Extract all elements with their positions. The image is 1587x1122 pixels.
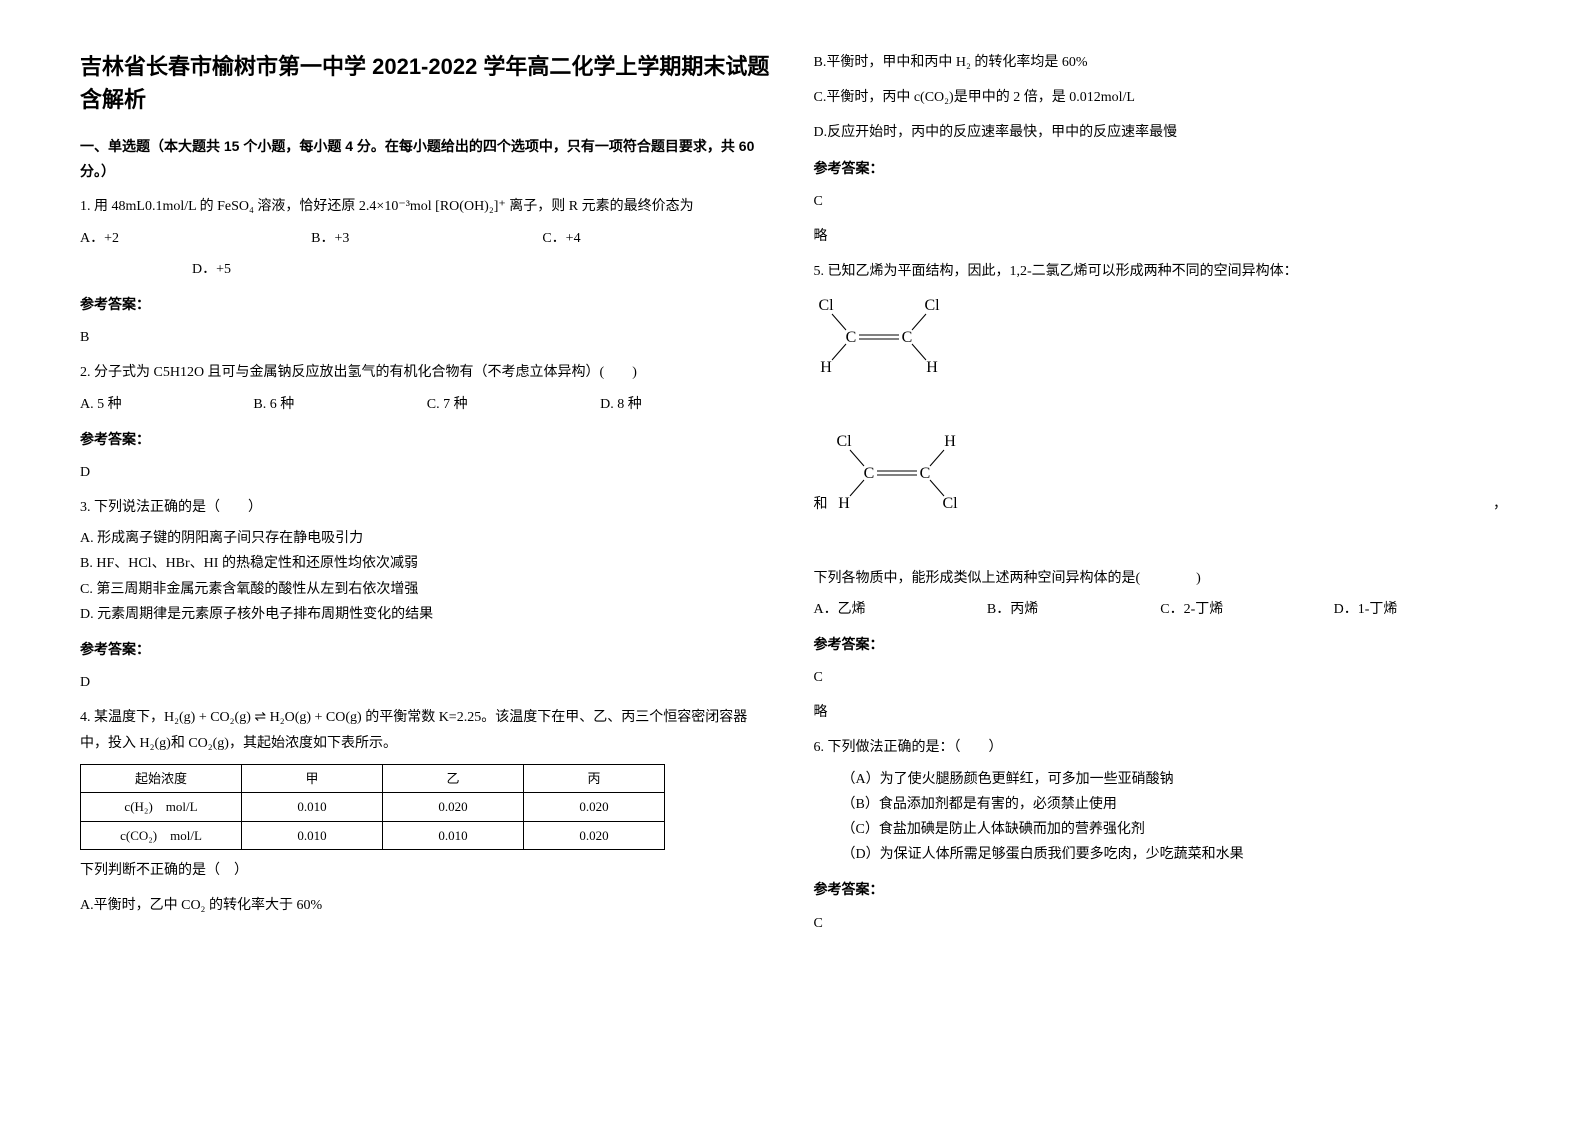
q5-comma: ， bbox=[962, 492, 1508, 517]
q2-answer-label: 参考答案： bbox=[80, 427, 774, 452]
question-4-text: 4. 某温度下，H₂(g) + CO₂(g) ⇌ H₂O(g) + CO(g) … bbox=[80, 705, 774, 755]
table-row: c(H₂) mol/L 0.010 0.020 0.020 bbox=[81, 793, 665, 821]
q6-answer-label: 参考答案： bbox=[814, 877, 1508, 902]
td: c(CO₂) mol/L bbox=[81, 821, 242, 849]
td: 0.010 bbox=[242, 793, 383, 821]
question-1-text: 1. 用 48mL0.1mol/L 的 FeSO₄ 溶液，恰好还原 2.4×10… bbox=[80, 194, 774, 219]
question-6-text: 6. 下列做法正确的是：（ ） bbox=[814, 735, 1508, 760]
question-1-options-row2: D．+5 bbox=[80, 257, 774, 282]
q2-option-a: A. 5 种 bbox=[80, 392, 253, 417]
td: 0.020 bbox=[524, 793, 665, 821]
q5-answer-2: 略 bbox=[814, 700, 1508, 725]
th-0: 起始浓度 bbox=[81, 764, 242, 792]
q5-option-b: B．丙烯 bbox=[987, 597, 1160, 622]
svg-text:H: H bbox=[926, 359, 938, 376]
q3-option-c: C. 第三周期非金属元素含氧酸的酸性从左到右依次增强 bbox=[80, 577, 774, 602]
q5-answer-label: 参考答案： bbox=[814, 632, 1508, 657]
q3-answer-label: 参考答案： bbox=[80, 637, 774, 662]
document-title: 吉林省长春市榆树市第一中学 2021-2022 学年高二化学上学期期末试题含解析 bbox=[80, 50, 774, 116]
q4-option-c: C.平衡时，丙中 c(CO₂)是甲中的 2 倍，是 0.012mol/L bbox=[814, 85, 1508, 110]
q3-answer: D bbox=[80, 670, 774, 695]
question-2-text: 2. 分子式为 C5H12O 且可与金属钠反应放出氢气的有机化合物有（不考虑立体… bbox=[80, 360, 774, 385]
svg-text:Cl: Cl bbox=[836, 433, 852, 450]
q1-option-d: D．+5 bbox=[192, 262, 231, 277]
q3-option-d: D. 元素周期律是元素原子核外电子排布周期性变化的结果 bbox=[80, 602, 774, 627]
q5-option-a: A．乙烯 bbox=[814, 597, 987, 622]
question-2-options: A. 5 种 B. 6 种 C. 7 种 D. 8 种 bbox=[80, 392, 774, 417]
spacer bbox=[814, 526, 1508, 566]
svg-text:Cl: Cl bbox=[818, 297, 834, 314]
q2-answer: D bbox=[80, 460, 774, 485]
svg-text:C: C bbox=[901, 329, 912, 346]
td: 0.010 bbox=[242, 821, 383, 849]
left-column: 吉林省长春市榆树市第一中学 2021-2022 学年高二化学上学期期末试题含解析… bbox=[60, 50, 794, 1072]
q1-answer-label: 参考答案： bbox=[80, 292, 774, 317]
trans-dichloroethene-diagram: 和 C C Cl H H Cl ， bbox=[814, 428, 1508, 518]
svg-text:C: C bbox=[863, 465, 874, 482]
td: c(H₂) mol/L bbox=[81, 793, 242, 821]
question-4-tail: 下列判断不正确的是（ ） bbox=[80, 858, 774, 883]
cis-dichloroethene-diagram: C C Cl Cl H H bbox=[814, 292, 1508, 391]
right-column: B.平衡时，甲中和丙中 H₂ 的转化率均是 60% C.平衡时，丙中 c(CO₂… bbox=[794, 50, 1528, 1072]
q4-option-a: A.平衡时，乙中 CO₂ 的转化率大于 60% bbox=[80, 893, 774, 918]
page: 吉林省长春市榆树市第一中学 2021-2022 学年高二化学上学期期末试题含解析… bbox=[0, 0, 1587, 1122]
q5-option-d: D．1-丁烯 bbox=[1334, 597, 1507, 622]
question-1-options-row1: A．+2 B．+3 C．+4 bbox=[80, 226, 774, 251]
td: 0.010 bbox=[383, 821, 524, 849]
th-1: 甲 bbox=[242, 764, 383, 792]
q6-option-b: （B）食品添加剂都是有害的，必须禁止使用 bbox=[814, 792, 1508, 817]
q4-table: 起始浓度 甲 乙 丙 c(H₂) mol/L 0.010 0.020 0.020… bbox=[80, 764, 665, 850]
svg-text:H: H bbox=[838, 495, 850, 512]
q6-answer: C bbox=[814, 911, 1508, 936]
q1-option-a: A．+2 bbox=[80, 226, 311, 251]
th-2: 乙 bbox=[383, 764, 524, 792]
q4-option-b: B.平衡时，甲中和丙中 H₂ 的转化率均是 60% bbox=[814, 50, 1508, 75]
q4-answer-1: C bbox=[814, 189, 1508, 214]
spacer bbox=[814, 400, 1508, 420]
svg-text:C: C bbox=[845, 329, 856, 346]
svg-text:C: C bbox=[919, 465, 930, 482]
q1-option-c: C．+4 bbox=[542, 226, 773, 251]
q2-option-d: D. 8 种 bbox=[600, 392, 773, 417]
q5-answer-1: C bbox=[814, 665, 1508, 690]
q3-option-b: B. HF、HCl、HBr、HI 的热稳定性和还原性均依次减弱 bbox=[80, 551, 774, 576]
table-header-row: 起始浓度 甲 乙 丙 bbox=[81, 764, 665, 792]
td: 0.020 bbox=[383, 793, 524, 821]
q1-option-b: B．+3 bbox=[311, 226, 542, 251]
svg-text:H: H bbox=[944, 433, 956, 450]
th-3: 丙 bbox=[524, 764, 665, 792]
q5-and-label: 和 bbox=[814, 492, 828, 517]
q4-answer-label: 参考答案： bbox=[814, 156, 1508, 181]
question-3-text: 3. 下列说法正确的是（ ） bbox=[80, 495, 774, 520]
question-5-tail: 下列各物质中，能形成类似上述两种空间异构体的是( ) bbox=[814, 566, 1508, 591]
q5-option-c: C．2-丁烯 bbox=[1160, 597, 1333, 622]
section-1-heading: 一、单选题（本大题共 15 个小题，每小题 4 分。在每小题给出的四个选项中，只… bbox=[80, 134, 774, 184]
q6-option-d: （D）为保证人体所需足够蛋白质我们要多吃肉，少吃蔬菜和水果 bbox=[814, 842, 1508, 867]
svg-text:Cl: Cl bbox=[942, 495, 958, 512]
svg-text:H: H bbox=[820, 359, 832, 376]
question-5-options: A．乙烯 B．丙烯 C．2-丁烯 D．1-丁烯 bbox=[814, 597, 1508, 622]
q2-option-c: C. 7 种 bbox=[427, 392, 600, 417]
q3-option-a: A. 形成离子键的阴阳离子间只存在静电吸引力 bbox=[80, 526, 774, 551]
q2-option-b: B. 6 种 bbox=[253, 392, 426, 417]
q1-answer: B bbox=[80, 325, 774, 350]
question-5-text: 5. 已知乙烯为平面结构，因此，1,2-二氯乙烯可以形成两种不同的空间异构体： bbox=[814, 259, 1508, 284]
svg-text:Cl: Cl bbox=[924, 297, 940, 314]
q4-option-d: D.反应开始时，丙中的反应速率最快，甲中的反应速率最慢 bbox=[814, 120, 1508, 145]
td: 0.020 bbox=[524, 821, 665, 849]
q6-option-c: （C）食盐加碘是防止人体缺碘而加的营养强化剂 bbox=[814, 817, 1508, 842]
table-row: c(CO₂) mol/L 0.010 0.010 0.020 bbox=[81, 821, 665, 849]
q6-option-a: （A）为了使火腿肠颜色更鲜红，可多加一些亚硝酸钠 bbox=[814, 767, 1508, 792]
q4-answer-2: 略 bbox=[814, 224, 1508, 249]
